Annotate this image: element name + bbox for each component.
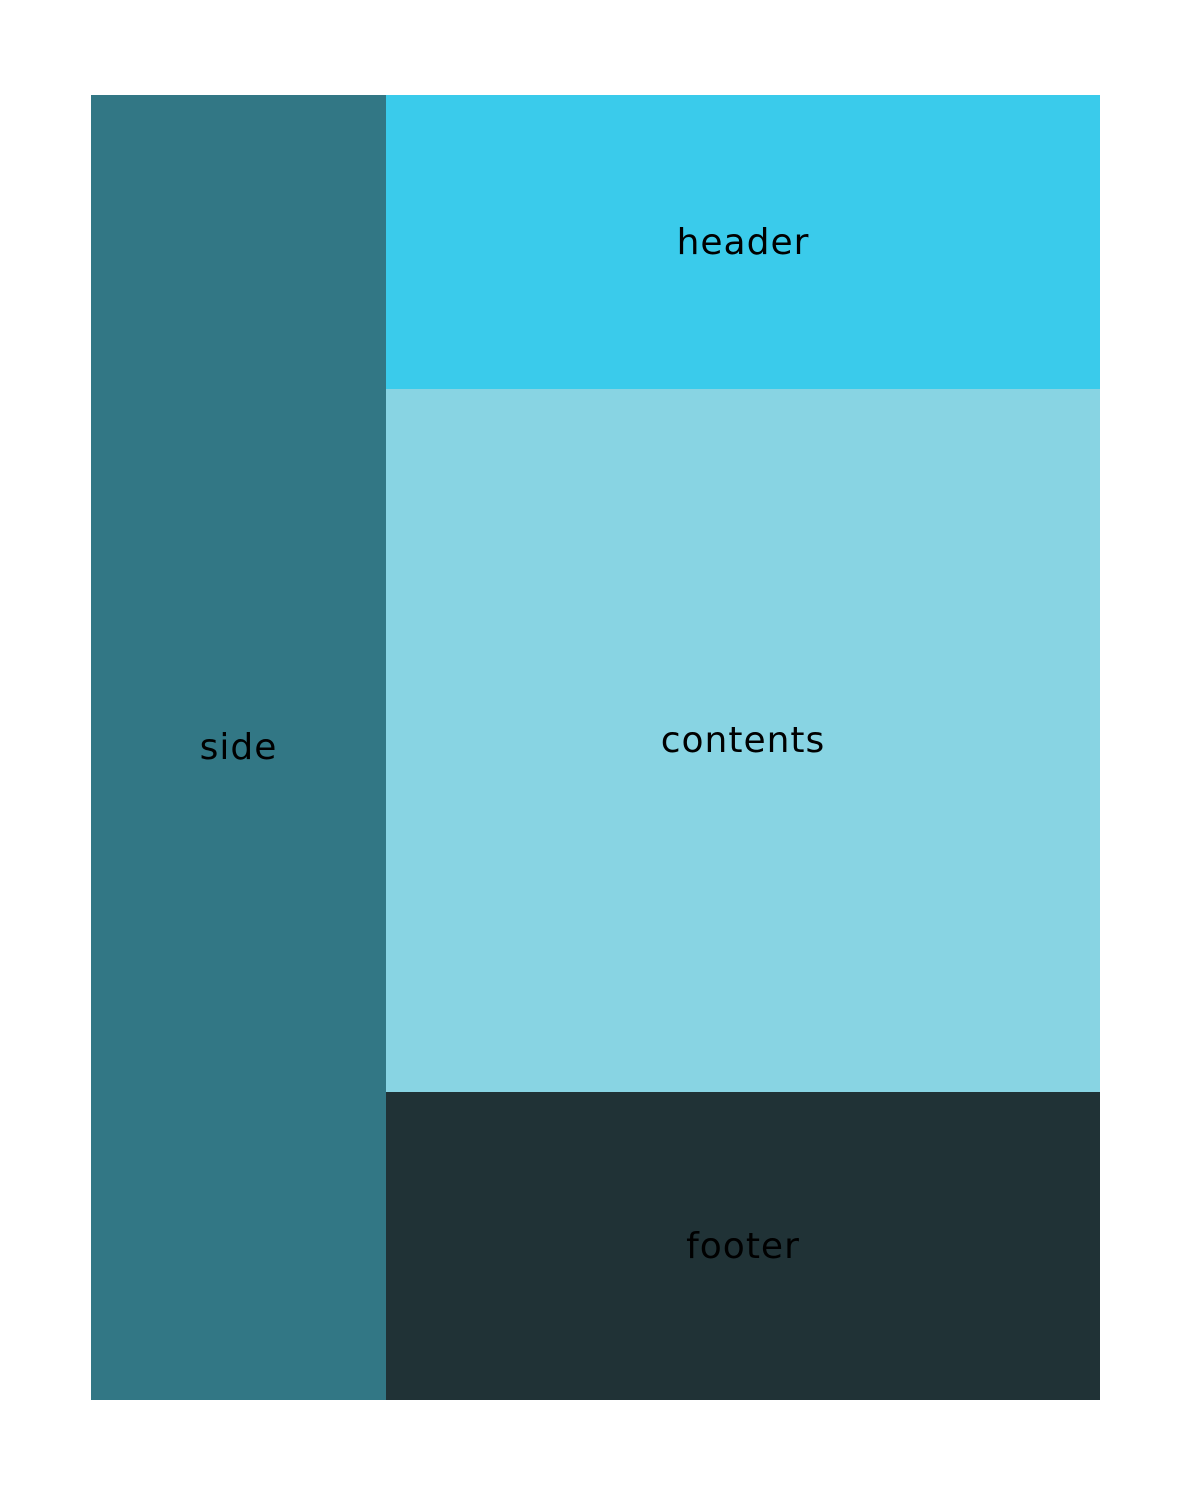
- side-panel: side: [91, 95, 386, 1400]
- header-panel: header: [386, 95, 1100, 389]
- layout-diagram: side header contents footer: [91, 95, 1100, 1400]
- side-label: side: [199, 727, 278, 768]
- header-label: header: [676, 221, 810, 263]
- contents-panel: contents: [386, 389, 1100, 1092]
- contents-label: contents: [660, 720, 826, 761]
- footer-panel: footer: [386, 1092, 1100, 1400]
- footer-label: footer: [686, 1225, 800, 1267]
